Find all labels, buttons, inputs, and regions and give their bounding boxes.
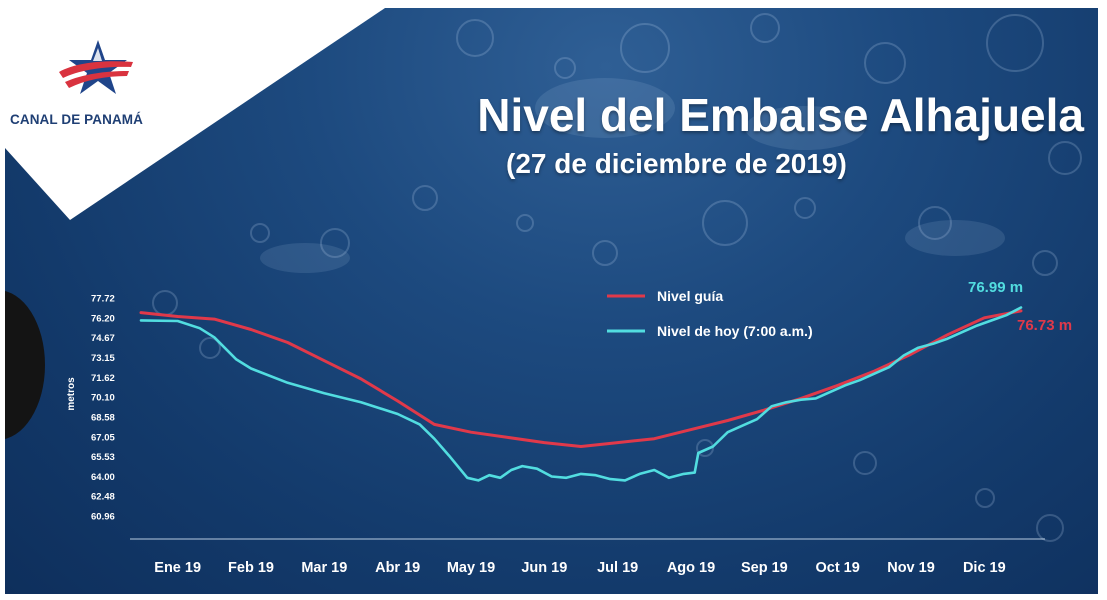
y-axis-ticks: 77.72 76.20 74.67 73.15 71.62 70.10 68.58 67.05…	[91, 294, 115, 523]
x-tick-label: Ene 19	[154, 560, 201, 576]
brand-name: CANAL DE PANAMÁ	[10, 112, 143, 127]
x-tick-label: Feb 19	[228, 560, 274, 576]
x-tick-label: Oct 19	[815, 560, 859, 576]
y-tick-label: 68.58	[91, 412, 115, 423]
x-tick-label: Ago 19	[667, 560, 715, 576]
legend-label-nivel-guia: Nivel guía	[657, 288, 723, 304]
x-axis-ticks: Ene 19 Feb 19 Mar 19 Abr 19 May 19 Jun 19 Jul …	[154, 560, 1005, 576]
chart-title: Nivel del Embalse Alhajuela	[477, 89, 1084, 141]
y-tick-label: 65.53	[91, 452, 115, 463]
y-tick-label: 70.10	[91, 393, 115, 404]
x-tick-label: Mar 19	[301, 560, 347, 576]
y-tick-label: 60.96	[91, 512, 115, 523]
y-tick-label: 64.00	[91, 472, 115, 483]
reservoir-level-chart: 77.72 76.20 74.67 73.15 71.62 70.10 68.58 67.05…	[66, 279, 1072, 576]
infographic-canvas: CANAL DE PANAMÁ Nivel del Embalse Alhaju…	[5, 8, 1098, 594]
legend: Nivel guía Nivel de hoy (7:00 a.m.)	[607, 288, 813, 339]
x-tick-label: Sep 19	[741, 560, 788, 576]
y-tick-label: 71.62	[91, 373, 115, 384]
legend-label-nivel-de-hoy: Nivel de hoy (7:00 a.m.)	[657, 323, 813, 339]
series-line-nivel-de-hoy	[139, 306, 1023, 482]
x-tick-label: Jul 19	[597, 560, 638, 576]
x-tick-label: Nov 19	[887, 560, 935, 576]
y-tick-label: 67.05	[91, 432, 115, 443]
y-tick-label: 73.15	[91, 353, 115, 364]
water-bubbles-background	[152, 13, 1082, 542]
end-value-label-nivel-guia: 76.73 m	[1017, 317, 1072, 334]
y-tick-label: 74.67	[91, 333, 115, 344]
end-value-label-nivel-de-hoy: 76.99 m	[968, 279, 1023, 296]
chart-subtitle: (27 de diciembre de 2019)	[506, 148, 847, 179]
x-tick-label: Jun 19	[521, 560, 567, 576]
x-tick-label: Abr 19	[375, 560, 420, 576]
series-line-nivel-guia	[139, 309, 1023, 448]
y-tick-label: 77.72	[91, 294, 115, 305]
x-tick-label: May 19	[447, 560, 495, 576]
canal-de-panama-star-logo-icon	[59, 40, 133, 94]
x-tick-label: Dic 19	[963, 560, 1006, 576]
y-axis-label: metros	[66, 377, 77, 411]
y-tick-label: 62.48	[91, 492, 115, 503]
y-tick-label: 76.20	[91, 313, 115, 324]
